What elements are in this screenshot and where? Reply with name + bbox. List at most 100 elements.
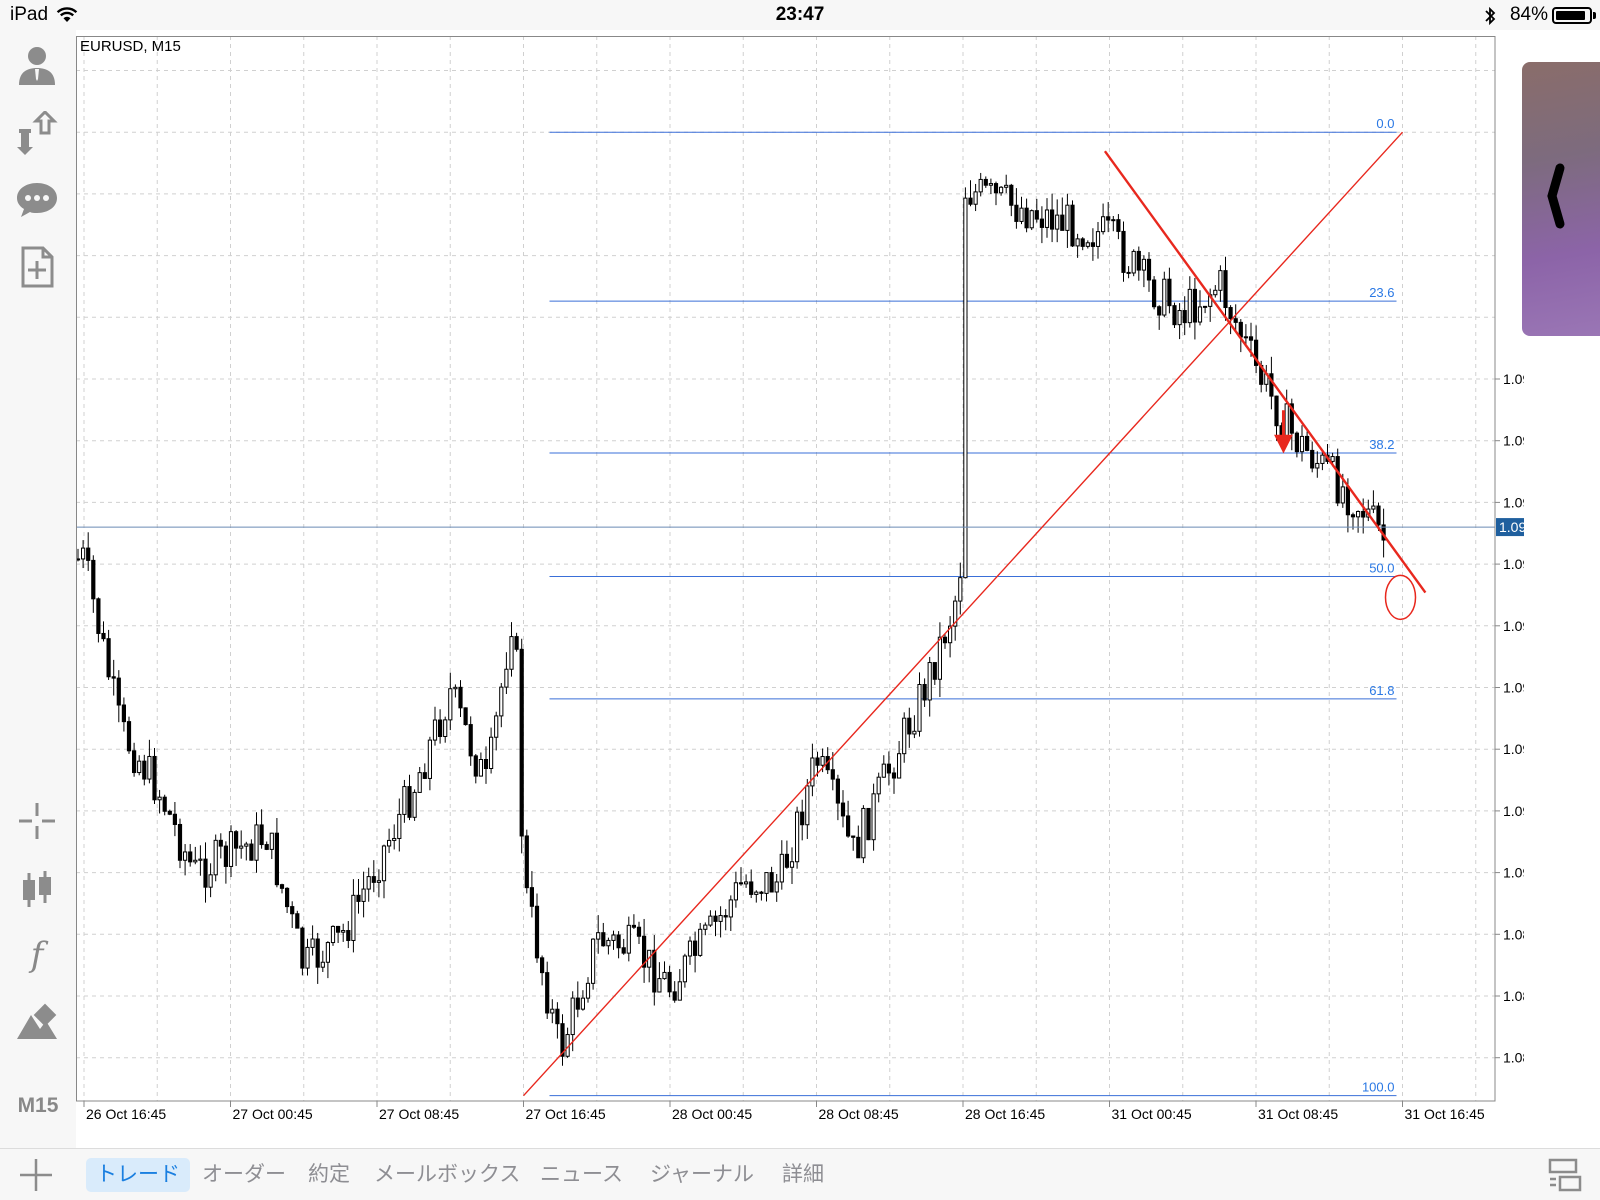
candle-body xyxy=(1356,510,1361,518)
candle-body xyxy=(1065,204,1070,231)
candle-body xyxy=(111,676,116,679)
candle-body xyxy=(152,755,157,801)
candle-body xyxy=(325,942,331,963)
side-panel-handle[interactable] xyxy=(1522,62,1600,336)
candle-body xyxy=(626,924,631,954)
candle-body xyxy=(1141,258,1147,271)
wifi-icon xyxy=(56,7,78,22)
candle-body xyxy=(162,796,167,812)
candle-body xyxy=(866,807,871,841)
candle-body xyxy=(478,759,483,777)
candle-body xyxy=(244,843,249,847)
time-axis: 26 Oct 16:45 27 Oct 00:45 27 Oct 08:45 27 O… xyxy=(83,1101,1485,1122)
timeframe-button[interactable]: M15 xyxy=(17,1094,59,1117)
candle-body xyxy=(1192,288,1198,323)
tab-trade[interactable]: トレード xyxy=(86,1158,190,1192)
chart-type-button[interactable] xyxy=(14,866,60,912)
candle-body xyxy=(958,577,963,602)
candle-body xyxy=(259,824,264,846)
plus-icon[interactable] xyxy=(16,1155,56,1195)
chevron-left-icon xyxy=(1547,163,1565,229)
trend-lines xyxy=(522,131,1427,1097)
candle-body xyxy=(1106,216,1111,221)
time-tick-label: 31 Oct 16:45 xyxy=(1405,1106,1485,1122)
status-bar: iPad 23:47 84% xyxy=(0,0,1600,30)
candle-body xyxy=(86,547,91,561)
candle-body xyxy=(988,183,993,186)
tab-mailbox[interactable]: メールボックス xyxy=(374,1163,521,1186)
candle-body xyxy=(687,940,693,957)
layout-icon[interactable] xyxy=(1548,1157,1582,1193)
candle-body xyxy=(458,686,463,709)
candle-body xyxy=(1284,403,1289,438)
candle-body xyxy=(269,832,274,850)
candle-body xyxy=(942,636,948,644)
candle-body xyxy=(254,824,259,861)
candle-body xyxy=(1320,454,1325,464)
candle-body xyxy=(1350,514,1356,518)
candle-body xyxy=(856,836,861,859)
tab-journal[interactable]: ジャーナル xyxy=(650,1163,754,1186)
tab-news[interactable]: ニュース xyxy=(540,1163,623,1186)
candle-body xyxy=(366,876,371,890)
bluetooth-icon xyxy=(1485,6,1496,26)
chart-frame xyxy=(76,36,1496,1102)
candle-body xyxy=(902,717,907,755)
new-order-icon xyxy=(21,246,54,288)
candle-body xyxy=(596,932,601,940)
price-tick-label: 1.09385 xyxy=(1503,556,1524,572)
battery-nub xyxy=(1593,12,1596,19)
candle-body xyxy=(1361,510,1366,518)
price-tick-label: 1.09190 xyxy=(1503,741,1524,757)
tab-history[interactable]: 約定 xyxy=(308,1163,350,1186)
candle-body xyxy=(779,853,784,883)
trade-button[interactable] xyxy=(14,110,60,156)
candle-body xyxy=(402,786,407,815)
objects-button[interactable] xyxy=(14,1000,60,1046)
candle-body xyxy=(1274,395,1279,427)
candle-body xyxy=(81,547,86,560)
candle-body xyxy=(126,721,132,752)
account-icon xyxy=(19,47,55,85)
candle-body xyxy=(545,972,550,1014)
candle-body xyxy=(728,899,733,918)
candle-body xyxy=(677,981,682,1001)
candle-body xyxy=(116,677,121,706)
candle-body xyxy=(1004,184,1009,188)
candle-body xyxy=(1157,306,1162,316)
candle-body xyxy=(978,178,983,193)
new-order-button[interactable] xyxy=(14,244,60,290)
tab-details[interactable]: 詳細 xyxy=(782,1163,824,1186)
indicators-button[interactable]: f xyxy=(14,932,60,978)
candle-body xyxy=(499,686,504,717)
chat-icon xyxy=(17,183,57,217)
candle-body xyxy=(341,930,346,933)
candle-body xyxy=(509,636,514,670)
indicators-icon: f xyxy=(30,935,44,975)
candle-body xyxy=(96,598,101,634)
tab-orders[interactable]: オーダー xyxy=(202,1163,286,1186)
price-tick-label: 1.09515 xyxy=(1503,433,1524,449)
candle-body xyxy=(177,823,183,861)
candle-body xyxy=(682,955,687,983)
candle-body xyxy=(585,982,591,999)
candle-body xyxy=(922,684,927,701)
candle-body xyxy=(1019,207,1024,222)
candle-body xyxy=(320,961,325,968)
account-button[interactable] xyxy=(14,42,60,88)
candle-body xyxy=(381,845,387,882)
time-tick-label: 28 Oct 08:45 xyxy=(819,1106,899,1122)
candle-body xyxy=(1039,218,1044,228)
battery-percentage: 84% xyxy=(1509,4,1548,25)
price-tick-label: 1.09060 xyxy=(1503,865,1524,881)
candle-body xyxy=(1146,258,1152,281)
candle-body xyxy=(91,559,96,600)
chat-button[interactable] xyxy=(14,176,60,222)
candle-body xyxy=(453,686,458,690)
trade-icon xyxy=(17,111,58,155)
candle-body xyxy=(448,688,453,721)
crosshair-button[interactable] xyxy=(14,798,60,844)
candle-body xyxy=(764,872,769,894)
